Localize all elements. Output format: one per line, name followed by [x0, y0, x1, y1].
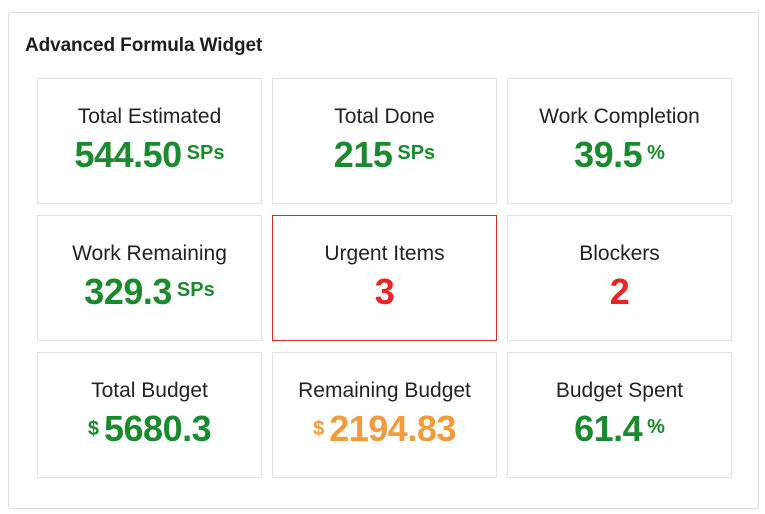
metric-value: 2: [609, 271, 630, 312]
metric-value: 61.4: [574, 408, 643, 449]
tile-label: Budget Spent: [555, 379, 684, 402]
currency-symbol: $: [87, 418, 99, 440]
metric-unit: %: [647, 142, 665, 164]
tile-work-completion: Work Completion 39.5 %: [507, 78, 732, 204]
tile-value: 215 SPs: [334, 135, 435, 181]
tile-value: 3: [375, 272, 395, 312]
tile-total-estimated: Total Estimated 544.50 SPs: [37, 78, 262, 204]
tile-label: Total Budget: [91, 379, 208, 402]
metric-value: 544.50: [74, 134, 183, 175]
tile-label: Total Estimated: [77, 105, 222, 128]
metric-unit: SPs: [397, 142, 436, 164]
metric-unit: %: [647, 416, 665, 438]
tile-value: 2: [610, 272, 630, 312]
metric-value: 215: [333, 134, 393, 175]
metric-value: 329.3: [84, 271, 172, 312]
metric-unit: SPs: [176, 279, 215, 301]
metric-value: 39.5: [574, 134, 643, 175]
tile-value: 39.5 %: [574, 135, 665, 181]
tile-work-remaining: Work Remaining 329.3 SPs: [37, 215, 262, 341]
metric-unit: SPs: [186, 142, 225, 164]
tile-value: $ 5680.3: [87, 408, 212, 455]
widget-title: Advanced Formula Widget: [25, 35, 263, 56]
tile-value: $ 2194.83: [313, 409, 456, 455]
advanced-formula-widget: Advanced Formula Widget Total Estimated …: [8, 12, 759, 509]
tile-label: Total Done: [334, 105, 435, 128]
tile-label: Work Remaining: [72, 242, 227, 265]
tile-total-done: Total Done 215 SPs: [272, 78, 497, 204]
tile-total-budget: Total Budget $ 5680.3: [37, 352, 262, 478]
tile-budget-spent: Budget Spent 61.4 %: [507, 352, 732, 478]
tile-value: 544.50 SPs: [75, 135, 225, 181]
currency-symbol: $: [313, 418, 325, 440]
tile-label: Urgent Items: [324, 242, 445, 265]
metric-value: 3: [374, 271, 395, 312]
tile-blockers: Blockers 2: [507, 215, 732, 341]
metric-value: 2194.83: [329, 408, 456, 449]
tile-value: 61.4 %: [574, 409, 665, 455]
metric-value: 5680.3: [104, 408, 212, 449]
tile-label: Remaining Budget: [298, 379, 471, 402]
tile-urgent-items: Urgent Items 3: [272, 215, 497, 341]
tile-label: Blockers: [579, 242, 660, 265]
tile-label: Work Completion: [539, 105, 700, 128]
tile-remaining-budget: Remaining Budget $ 2194.83: [272, 352, 497, 478]
tile-value: 329.3 SPs: [84, 272, 214, 318]
